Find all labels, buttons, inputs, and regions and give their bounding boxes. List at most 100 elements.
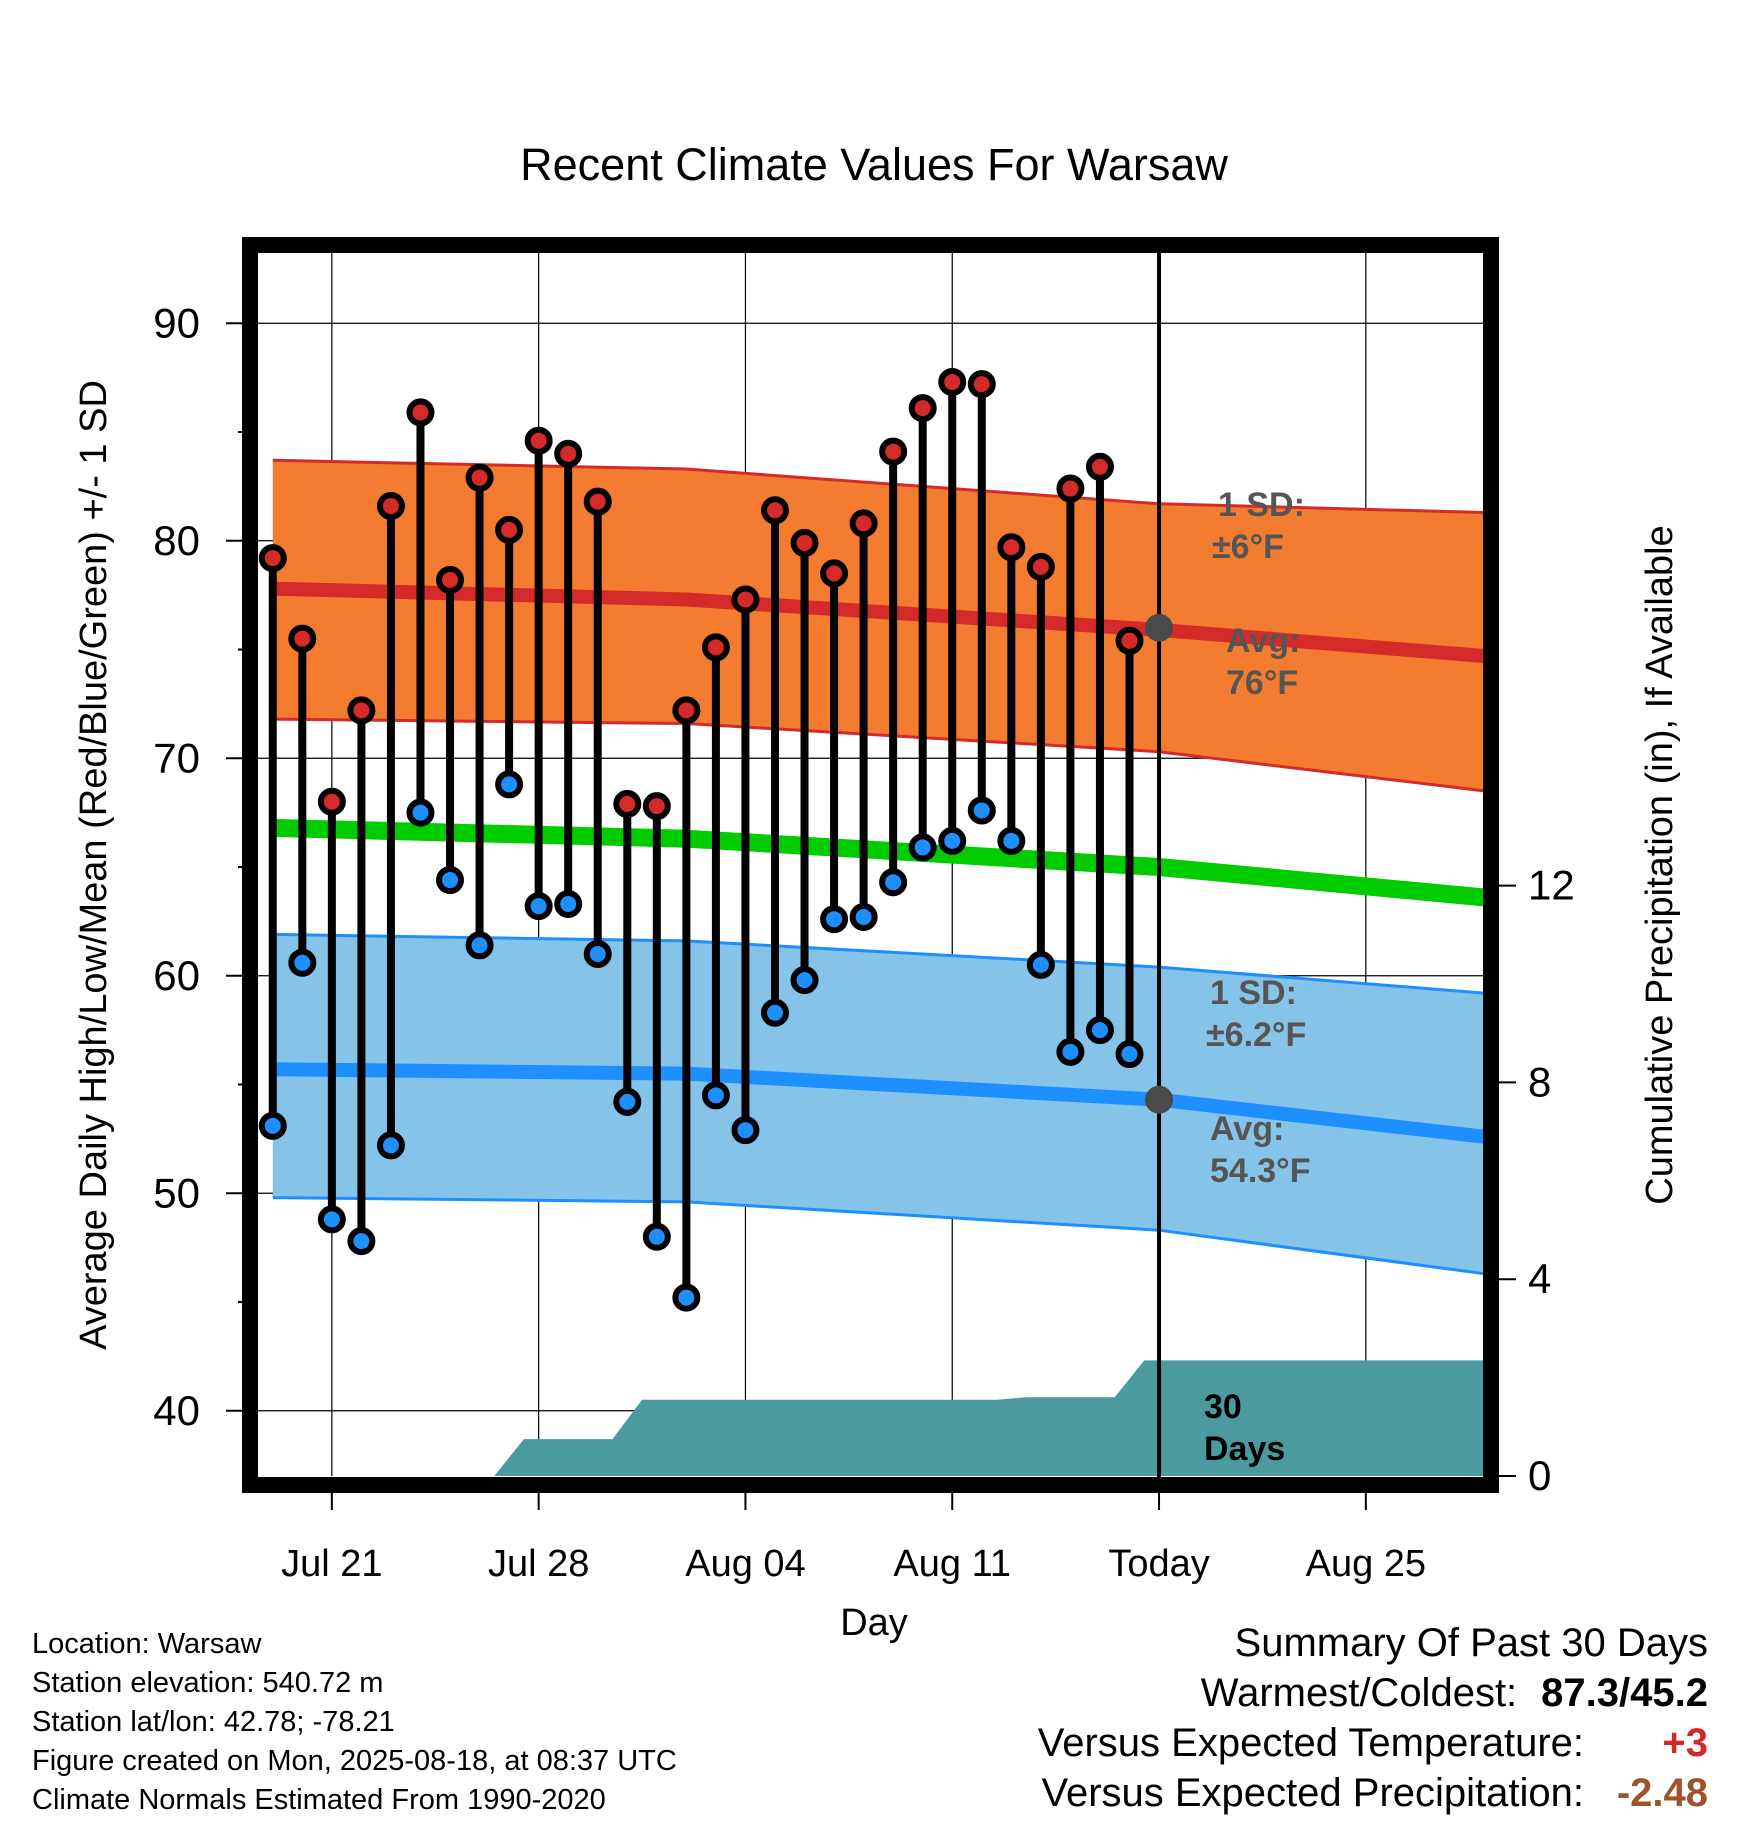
high-avg-value: 76°F	[1226, 664, 1298, 702]
daily-low-point	[436, 866, 465, 895]
daily-high-point	[790, 528, 819, 557]
daily-high-point	[938, 367, 967, 396]
daily-low-point	[879, 868, 908, 897]
daily-high-point	[701, 633, 730, 662]
daily-low-point	[406, 798, 435, 827]
precip-vs-expected-label: Versus Expected Precipitation:	[1041, 1771, 1584, 1815]
high-avg-label: Avg:	[1226, 622, 1300, 660]
x-tick-label: Aug 11	[893, 1543, 1011, 1585]
daily-high-point	[672, 696, 701, 725]
y-axis-label: Average Daily High/Low/Mean (Red/Blue/Gr…	[73, 380, 115, 1350]
daily-high-point	[1115, 626, 1144, 655]
summary-title: Summary Of Past 30 Days	[1234, 1621, 1708, 1665]
daily-high-point	[760, 496, 789, 525]
y-tick-label: 90	[153, 299, 200, 346]
low-avg-value: 54.3°F	[1210, 1152, 1311, 1190]
y2-tick-label: 12	[1528, 862, 1575, 909]
daily-low-point	[258, 1111, 287, 1140]
x-tick-label: Aug 25	[1306, 1543, 1426, 1585]
warmest-coldest-value: 87.3/45.2	[1541, 1671, 1708, 1715]
x-tick-label: Aug 04	[685, 1543, 805, 1585]
daily-high-point	[997, 533, 1026, 562]
low-sd-label: 1 SD:	[1210, 974, 1297, 1012]
daily-low-point	[317, 1205, 346, 1234]
daily-high-point	[613, 789, 642, 818]
daily-high-point	[1026, 552, 1055, 581]
daily-low-point	[524, 892, 553, 921]
high-sd-band	[272, 460, 1484, 791]
daily-low-point	[554, 889, 583, 918]
daily-low-point	[642, 1222, 671, 1251]
daily-low-point	[1115, 1040, 1144, 1069]
daily-low-point	[701, 1081, 730, 1110]
x-axis-label: Day	[840, 1602, 908, 1644]
elevation-text: Station elevation: 540.72 m	[32, 1667, 384, 1699]
station-info: Location: Warsaw Station elevation: 540.…	[32, 1625, 677, 1820]
daily-high-point	[1085, 452, 1114, 481]
daily-high-point	[436, 565, 465, 594]
low-sd-band	[272, 934, 1484, 1274]
daily-high-point	[258, 544, 287, 573]
daily-low-point	[997, 826, 1026, 855]
daily-low-point	[1026, 950, 1055, 979]
daily-low-point	[376, 1131, 405, 1160]
daily-low-point	[731, 1116, 760, 1145]
low-sd-band-lower-edge	[272, 1196, 1485, 1276]
precip-area	[494, 1360, 1484, 1476]
daily-high-point	[908, 394, 937, 423]
y-tick-label: 40	[153, 1387, 200, 1434]
plot-area: 1 SD: ±6°F Avg: 76°F 1 SD: ±6.2°F Avg: 54.3°F 30…	[153, 237, 1575, 1585]
normal-low-line	[272, 1062, 1485, 1144]
daily-high-point	[288, 624, 317, 653]
daily-low-point	[465, 931, 494, 960]
daily-low-point	[583, 940, 612, 968]
y-tick-label: 60	[153, 952, 200, 999]
daily-low-point	[967, 796, 996, 825]
warmest-coldest-label: Warmest/Coldest:	[1200, 1671, 1518, 1715]
daily-low-point	[347, 1227, 376, 1256]
daily-high-point	[731, 585, 760, 614]
today-low-avg-point	[1145, 1085, 1174, 1114]
high-sd-value: ±6°F	[1212, 528, 1284, 566]
daily-high-point	[406, 398, 435, 427]
precip-days-label-1: 30	[1204, 1388, 1242, 1426]
today-high-avg-point	[1145, 613, 1174, 642]
daily-high-point	[1056, 474, 1085, 503]
x-tick-label: Today	[1108, 1543, 1209, 1585]
normals-text: Climate Normals Estimated From 1990-2020	[32, 1784, 606, 1816]
daily-low-point	[288, 948, 317, 977]
low-sd-value: ±6.2°F	[1206, 1016, 1306, 1054]
y2-tick-label: 8	[1528, 1058, 1551, 1105]
y-tick-label: 70	[153, 734, 200, 781]
daily-low-point	[790, 966, 819, 995]
x-tick-label: Jul 21	[281, 1543, 382, 1585]
daily-high-point	[495, 515, 524, 544]
precip-vs-expected-value: -2.48	[1616, 1771, 1708, 1815]
y-tick-label: 80	[153, 517, 200, 564]
daily-low-point	[613, 1087, 642, 1116]
y-tick-label: 50	[153, 1169, 200, 1216]
daily-low-point	[849, 903, 878, 932]
daily-low-point	[938, 826, 967, 855]
summary-panel: Summary Of Past 30 Days Warmest/Coldest:…	[1038, 1618, 1708, 1818]
daily-high-point	[879, 437, 908, 466]
high-sd-label: 1 SD:	[1218, 486, 1305, 524]
low-avg-label: Avg:	[1210, 1110, 1284, 1148]
daily-high-point	[376, 491, 405, 520]
daily-low-point	[760, 998, 789, 1027]
daily-high-point	[317, 787, 346, 816]
daily-low-point	[672, 1283, 701, 1312]
y2-tick-label: 0	[1528, 1452, 1551, 1499]
daily-high-point	[849, 509, 878, 538]
latlon-text: Station lat/lon: 42.78; -78.21	[32, 1706, 395, 1738]
temp-vs-expected-row: Versus Expected Temperature: +3	[1038, 1718, 1708, 1768]
daily-high-point	[642, 792, 671, 821]
x-tick-label: Jul 28	[488, 1543, 589, 1585]
daily-high-point	[967, 370, 996, 399]
daily-high-point	[465, 463, 494, 492]
daily-low-point	[1085, 1016, 1114, 1045]
daily-high-point	[524, 426, 553, 455]
plot-frame	[242, 237, 1499, 1493]
precip-days-label-2: Days	[1204, 1430, 1285, 1468]
